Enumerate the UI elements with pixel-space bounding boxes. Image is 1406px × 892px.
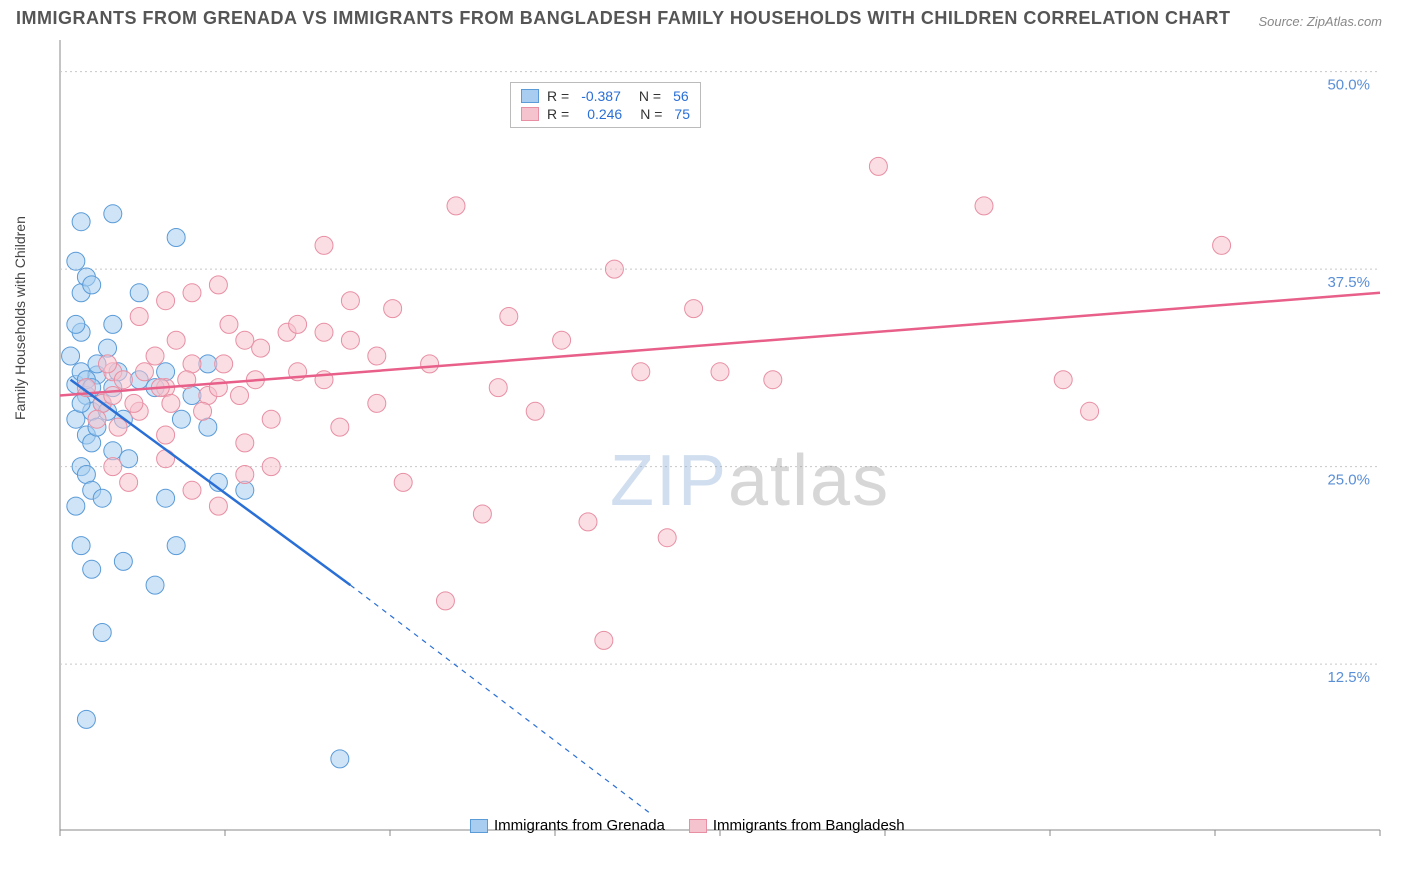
legend-n-label: N = — [639, 88, 661, 104]
source-credit: Source: ZipAtlas.com — [1258, 14, 1382, 29]
legend-row: R = 0.246 N = 75 — [521, 105, 690, 123]
legend-n-value: 56 — [673, 88, 689, 104]
legend-r-value: -0.387 — [581, 88, 621, 104]
legend-series-label: Immigrants from Grenada — [494, 817, 665, 834]
legend-item: Immigrants from Bangladesh — [689, 817, 905, 834]
legend-row: R = -0.387 N = 56 — [521, 87, 690, 105]
legend-series-label: Immigrants from Bangladesh — [713, 817, 905, 834]
series-legend: Immigrants from Grenada Immigrants from … — [470, 817, 905, 834]
svg-text:37.5%: 37.5% — [1327, 274, 1370, 291]
legend-r-label: R = — [547, 88, 569, 104]
svg-text:50.0%: 50.0% — [1327, 77, 1370, 94]
chart-title: IMMIGRANTS FROM GRENADA VS IMMIGRANTS FR… — [16, 8, 1230, 29]
correlation-legend: R = -0.387 N = 56 R = 0.246 N = 75 — [510, 82, 701, 128]
legend-r-value: 0.246 — [587, 106, 622, 122]
y-axis-label: Family Households with Children — [12, 216, 28, 420]
legend-n-value: 75 — [674, 106, 690, 122]
svg-text:25.0%: 25.0% — [1327, 472, 1370, 489]
legend-swatch — [521, 107, 539, 121]
legend-swatch — [521, 89, 539, 103]
legend-n-label: N = — [640, 106, 662, 122]
legend-item: Immigrants from Grenada — [470, 817, 665, 834]
scatter-chart: 12.5%25.0%37.5%50.0%0.0%25.0% — [50, 40, 1390, 840]
legend-swatch — [470, 819, 488, 833]
legend-r-label: R = — [547, 106, 569, 122]
chart-area: 12.5%25.0%37.5%50.0%0.0%25.0% R = -0.387… — [50, 40, 1390, 840]
svg-text:12.5%: 12.5% — [1327, 669, 1370, 686]
legend-swatch — [689, 819, 707, 833]
